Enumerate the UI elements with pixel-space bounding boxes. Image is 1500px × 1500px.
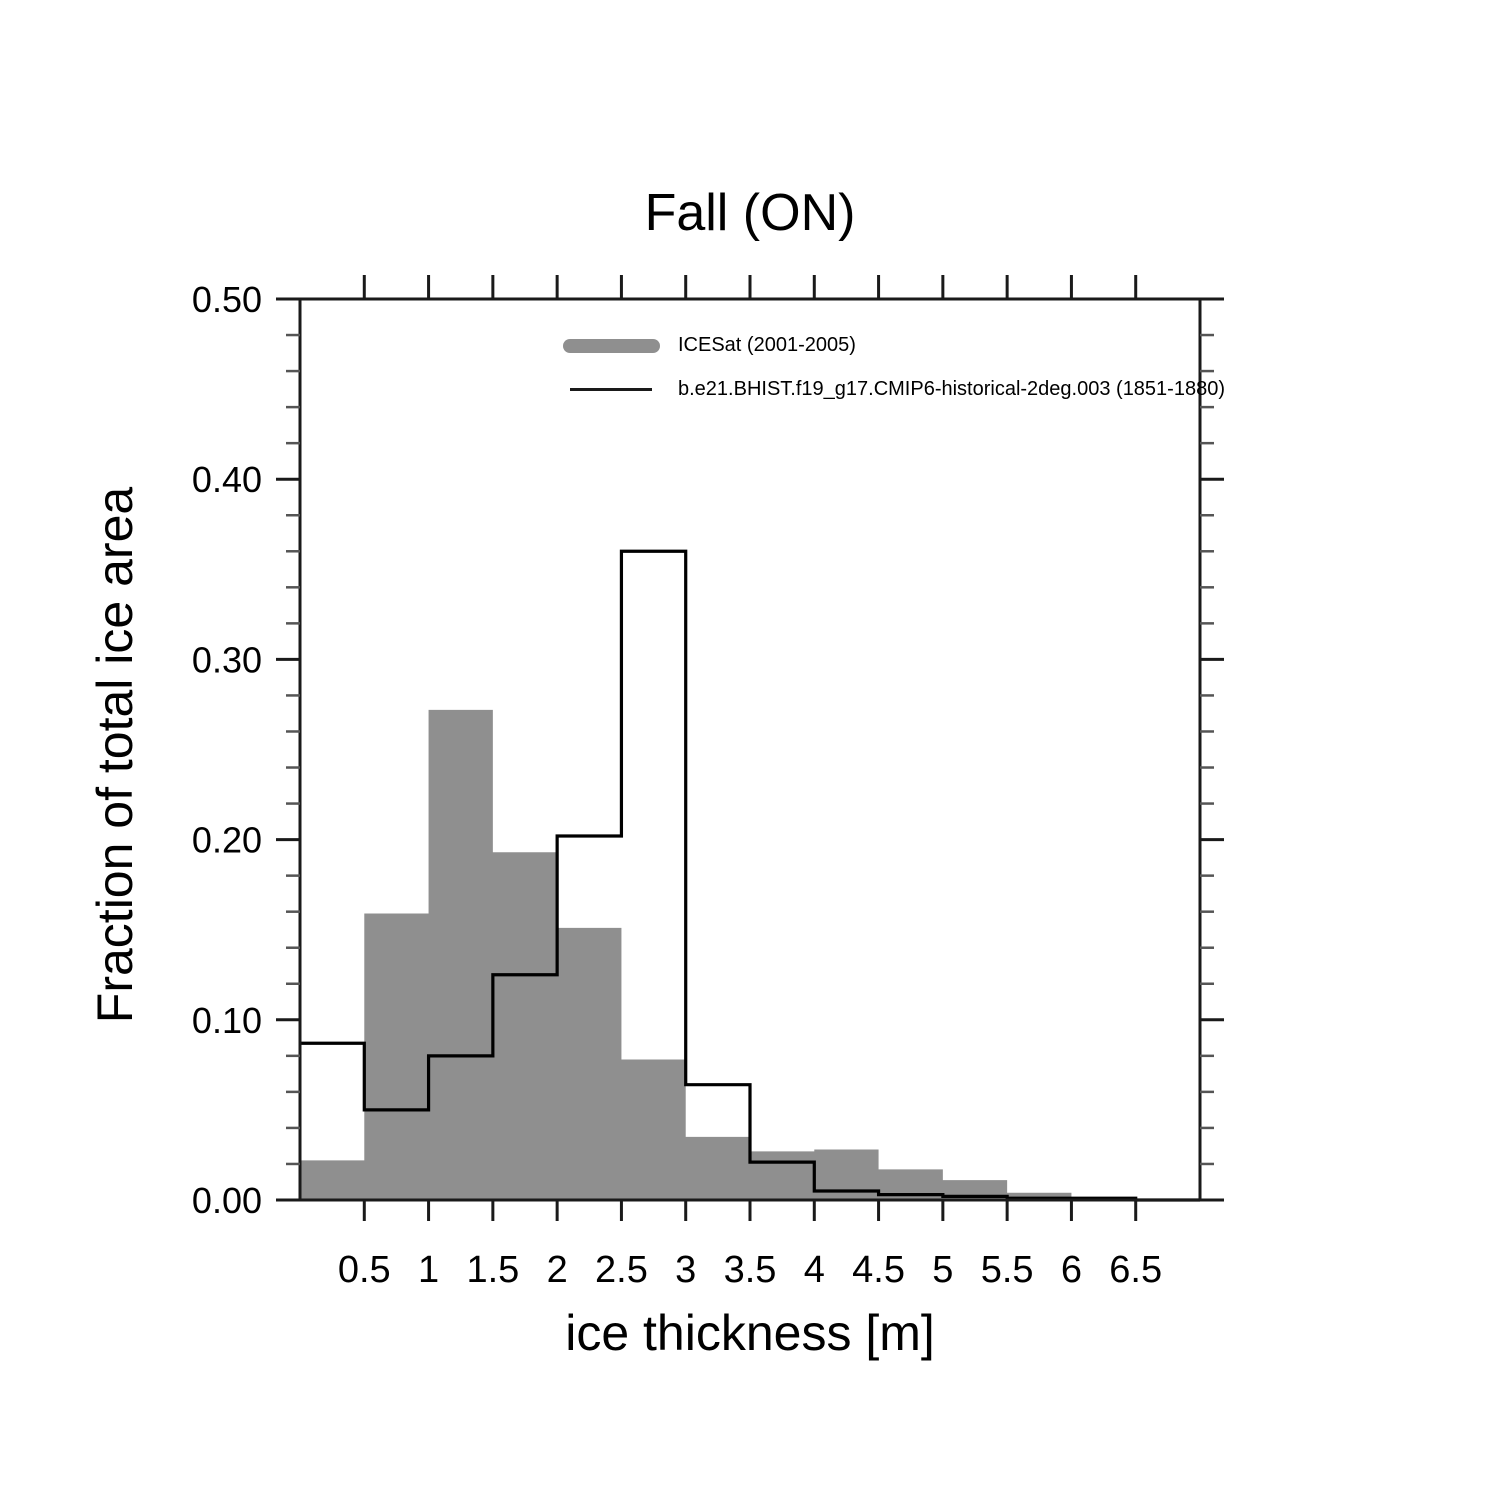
legend-label-model: b.e21.BHIST.f19_g17.CMIP6-historical-2de… (678, 378, 1225, 400)
x-tick-label: 5.5 (981, 1249, 1034, 1291)
x-tick-label: 5 (932, 1249, 953, 1291)
icesat-histogram (300, 709, 1136, 1200)
x-tick-label: 2 (547, 1249, 568, 1291)
y-tick-label: 0.40 (192, 459, 262, 500)
x-tick-label: 4.5 (852, 1249, 905, 1291)
icesat-capsule-swatch-icon (563, 339, 660, 353)
x-tick-label: 4 (804, 1249, 825, 1291)
y-tick-label: 0.20 (192, 820, 262, 861)
x-tick-label: 1 (418, 1249, 439, 1291)
y-tick-label: 0.50 (192, 279, 262, 320)
y-axis-title: Fraction of total ice area (87, 486, 143, 1024)
model-line-swatch-icon (570, 388, 652, 391)
model-histogram (300, 549, 1200, 1202)
x-tick-label: 6.5 (1109, 1249, 1162, 1291)
y-tick-label: 0.30 (192, 639, 262, 680)
x-tick-label: 0.5 (338, 1249, 391, 1291)
x-tick-label: 3 (675, 1249, 696, 1291)
x-tick-label: 1.5 (466, 1249, 519, 1291)
chart-title: Fall (ON) (644, 184, 856, 242)
y-tick-label: 0.10 (192, 1000, 262, 1041)
x-tick-label: 3.5 (724, 1249, 777, 1291)
y-tick-label: 0.00 (192, 1180, 262, 1221)
x-axis-title: ice thickness [m] (565, 1305, 935, 1361)
x-tick-label: 6 (1061, 1249, 1082, 1291)
x-tick-label: 2.5 (595, 1249, 648, 1291)
legend-label-icesat: ICESat (2001-2005) (678, 334, 856, 356)
